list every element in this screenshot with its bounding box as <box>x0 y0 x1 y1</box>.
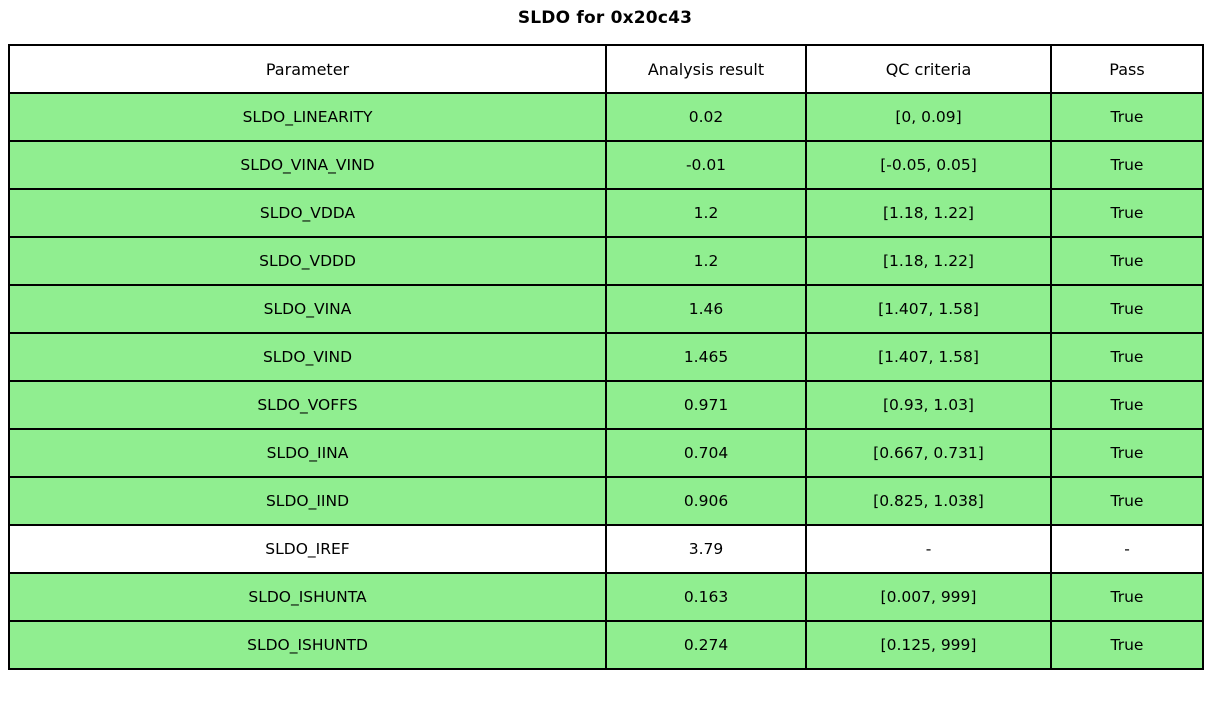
analysis-result-cell: 1.2 <box>605 188 807 238</box>
pass-cell: True <box>1050 620 1204 670</box>
qc-criteria-cell: [1.18, 1.22] <box>805 188 1052 238</box>
parameter-cell: SLDO_VDDA <box>8 188 607 238</box>
qc-criteria-cell: [0.667, 0.731] <box>805 428 1052 478</box>
qc-criteria-cell: [1.407, 1.58] <box>805 332 1052 382</box>
parameter-cell: SLDO_IINA <box>8 428 607 478</box>
table-row: SLDO_VDDD 1.2 [1.18, 1.22] True <box>8 236 1204 286</box>
parameter-cell: SLDO_ISHUNTA <box>8 572 607 622</box>
table-row: SLDO_VINA_VIND -0.01 [-0.05, 0.05] True <box>8 140 1204 190</box>
pass-cell: True <box>1050 236 1204 286</box>
qc-criteria-cell: [0.007, 999] <box>805 572 1052 622</box>
table-row: SLDO_VINA 1.46 [1.407, 1.58] True <box>8 284 1204 334</box>
pass-cell: True <box>1050 332 1204 382</box>
qc-criteria-cell: [1.18, 1.22] <box>805 236 1052 286</box>
parameter-cell: SLDO_VINA_VIND <box>8 140 607 190</box>
header-pass: Pass <box>1050 44 1204 94</box>
analysis-result-cell: 1.46 <box>605 284 807 334</box>
page-title: SLDO for 0x20c43 <box>517 8 693 28</box>
pass-cell: True <box>1050 140 1204 190</box>
qc-criteria-cell: [1.407, 1.58] <box>805 284 1052 334</box>
pass-cell: True <box>1050 476 1204 526</box>
table-row: SLDO_VOFFS 0.971 [0.93, 1.03] True <box>8 380 1204 430</box>
parameter-cell: SLDO_LINEARITY <box>8 92 607 142</box>
pass-cell: True <box>1050 572 1204 622</box>
analysis-result-cell: 1.2 <box>605 236 807 286</box>
pass-cell: True <box>1050 284 1204 334</box>
qc-criteria-cell: [0.825, 1.038] <box>805 476 1052 526</box>
table-header-row: Parameter Analysis result QC criteria Pa… <box>8 44 1204 94</box>
parameter-cell: SLDO_IREF <box>8 524 607 574</box>
parameter-cell: SLDO_VDDD <box>8 236 607 286</box>
qc-criteria-cell: [0, 0.09] <box>805 92 1052 142</box>
table-row: SLDO_IINA 0.704 [0.667, 0.731] True <box>8 428 1204 478</box>
parameter-cell: SLDO_VIND <box>8 332 607 382</box>
analysis-result-cell: 0.704 <box>605 428 807 478</box>
pass-cell: True <box>1050 188 1204 238</box>
analysis-result-cell: 0.971 <box>605 380 807 430</box>
header-parameter: Parameter <box>8 44 607 94</box>
pass-cell: True <box>1050 92 1204 142</box>
qc-criteria-cell: - <box>805 524 1052 574</box>
table-row: SLDO_ISHUNTD 0.274 [0.125, 999] True <box>8 620 1204 670</box>
header-analysis-result: Analysis result <box>605 44 807 94</box>
parameter-cell: SLDO_IIND <box>8 476 607 526</box>
table-row: SLDO_IREF 3.79 - - <box>8 524 1204 574</box>
pass-cell: True <box>1050 428 1204 478</box>
parameter-cell: SLDO_VINA <box>8 284 607 334</box>
analysis-result-cell: 0.906 <box>605 476 807 526</box>
qc-criteria-cell: [-0.05, 0.05] <box>805 140 1052 190</box>
analysis-result-cell: 0.02 <box>605 92 807 142</box>
header-qc-criteria: QC criteria <box>805 44 1052 94</box>
qc-criteria-cell: [0.93, 1.03] <box>805 380 1052 430</box>
parameter-cell: SLDO_ISHUNTD <box>8 620 607 670</box>
table-row: SLDO_IIND 0.906 [0.825, 1.038] True <box>8 476 1204 526</box>
qc-results-table: Parameter Analysis result QC criteria Pa… <box>8 44 1204 670</box>
qc-criteria-cell: [0.125, 999] <box>805 620 1052 670</box>
table-row: SLDO_LINEARITY 0.02 [0, 0.09] True <box>8 92 1204 142</box>
analysis-result-cell: -0.01 <box>605 140 807 190</box>
analysis-result-cell: 1.465 <box>605 332 807 382</box>
pass-cell: - <box>1050 524 1204 574</box>
pass-cell: True <box>1050 380 1204 430</box>
analysis-result-cell: 0.163 <box>605 572 807 622</box>
table-row: SLDO_VIND 1.465 [1.407, 1.58] True <box>8 332 1204 382</box>
analysis-result-cell: 3.79 <box>605 524 807 574</box>
parameter-cell: SLDO_VOFFS <box>8 380 607 430</box>
table-row: SLDO_ISHUNTA 0.163 [0.007, 999] True <box>8 572 1204 622</box>
analysis-result-cell: 0.274 <box>605 620 807 670</box>
table-row: SLDO_VDDA 1.2 [1.18, 1.22] True <box>8 188 1204 238</box>
